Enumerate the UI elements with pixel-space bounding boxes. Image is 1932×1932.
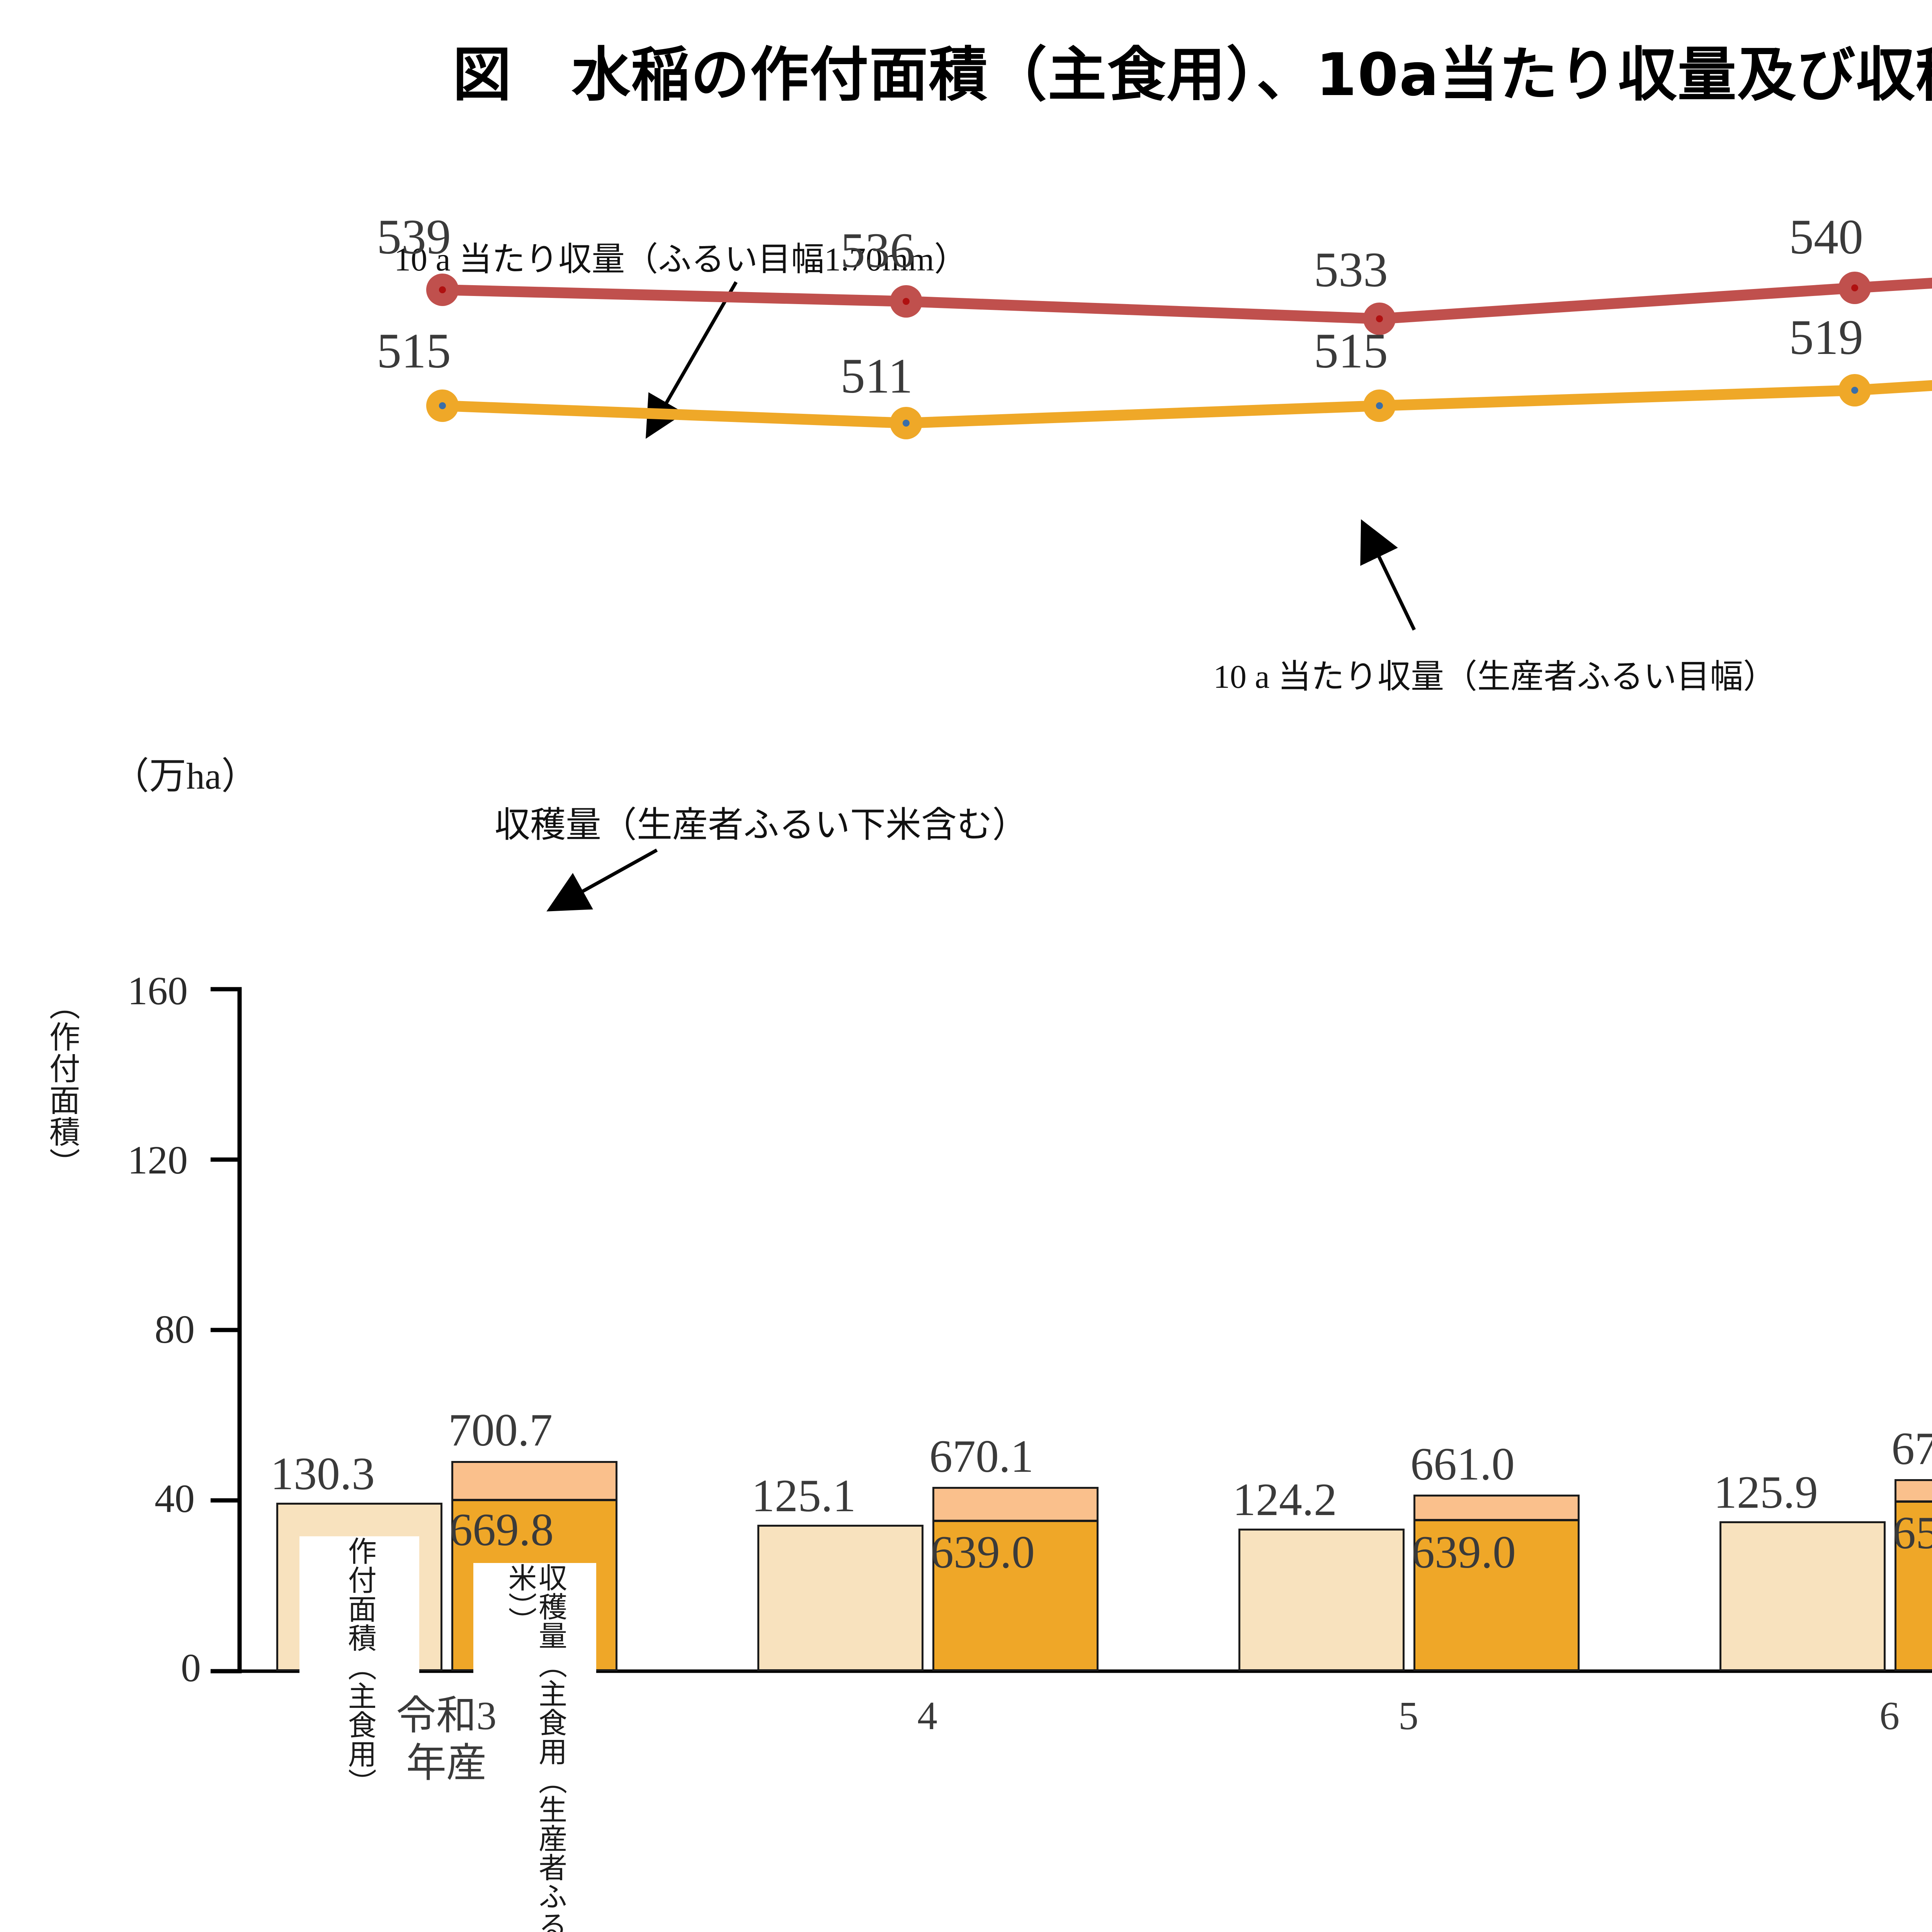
annotation-producer-label: 10 a 当たり収量（生産者ふるい目幅） [1213, 658, 1777, 695]
leader-arrow-total-yield [546, 849, 658, 912]
page-title: 図 水稲の作付面積（主食用）、10a当たり収量及び収穫量の推移（全国） [452, 41, 1932, 109]
point-label-sieve170-3: 533 [1314, 242, 1388, 297]
bar-yield-extra-4[interactable] [1895, 1479, 1932, 1502]
value-label-total-4: 679.2 [1891, 1423, 1932, 1474]
bar-area-4[interactable] [1719, 1521, 1886, 1671]
x-axis-label-3-line1: 5 [1398, 1694, 1418, 1738]
series-markers-core-producer [439, 387, 1858, 427]
series-markers-core-sieve170 [439, 284, 1858, 322]
value-label-area-2: 125.1 [752, 1470, 856, 1521]
bar-left-tick-120: 120 [128, 1138, 188, 1182]
bar-yield-main-4[interactable] [1895, 1501, 1932, 1671]
line-chart-svg [426, 272, 1932, 631]
x-axis-label-2: 4 [811, 1692, 1043, 1740]
bar-chart-panel: （万ha） （万 t ） 収穫量（生産者ふるい下米含む） （作付面積） （収穫量… [0, 746, 1932, 1932]
value-label-main-4: 651.9 [1893, 1507, 1932, 1558]
point-label-producer-1: 515 [377, 323, 451, 378]
x-axis-label-1-line1: 令和3 [396, 1694, 497, 1738]
bar-area-2[interactable] [757, 1525, 923, 1671]
point-label-sieve170-1: 539 [377, 209, 451, 264]
x-axis-label-4-line1: 6 [1879, 1694, 1900, 1738]
leader-arrow-sieve170 [646, 281, 738, 439]
bar-left-tick-160: 160 [128, 969, 188, 1013]
bar-left-tick-0: 0 [181, 1646, 201, 1690]
value-label-total-1: 700.7 [448, 1404, 553, 1456]
bar-left-axis-vlabel: （作付面積） [44, 989, 79, 1179]
point-label-sieve170-2: 536 [840, 223, 915, 278]
leader-arrow-producer [1360, 519, 1416, 631]
value-label-main-1: 669.8 [449, 1504, 554, 1555]
value-label-area-3: 124.2 [1233, 1474, 1337, 1525]
value-label-total-3: 661.0 [1410, 1438, 1515, 1490]
bar-axes-svg [211, 849, 1932, 1673]
bar-yield-extra-3[interactable] [1413, 1495, 1580, 1521]
value-label-main-2: 639.0 [930, 1526, 1035, 1578]
x-axis-label-4: 6 [1774, 1692, 1932, 1740]
bar-yield-extra-2[interactable] [932, 1487, 1099, 1522]
point-label-sieve170-4: 540 [1789, 209, 1863, 264]
x-axis-label-3: 5 [1293, 1692, 1524, 1740]
bar-left-tick-80: 80 [155, 1307, 195, 1352]
point-label-producer-4: 519 [1789, 310, 1863, 365]
value-label-total-2: 670.1 [929, 1430, 1034, 1482]
bar-yield-main-2[interactable] [932, 1520, 1099, 1671]
annotation-total-yield-label: 収穫量（生産者ふるい下米含む） [495, 805, 1028, 845]
value-label-area-1: 130.3 [270, 1448, 375, 1499]
bar-left-axis-unit: （万ha） [112, 755, 259, 797]
bar-yield-main-3[interactable] [1413, 1519, 1580, 1671]
line-right-axis-bracket [0, 185, 1932, 734]
bar-left-tick-40: 40 [155, 1476, 195, 1521]
bar-yield-extra-1[interactable] [451, 1461, 617, 1501]
x-axis-label-2-line1: 4 [917, 1694, 937, 1738]
value-label-main-3: 639.0 [1412, 1526, 1516, 1578]
point-label-producer-2: 511 [840, 349, 913, 403]
value-label-area-4: 125.9 [1714, 1466, 1818, 1518]
annotation-sieve170-label: 10 a 当たり収量（ふるい目幅1.70mm） [394, 241, 968, 278]
bar-area-3[interactable] [1238, 1529, 1405, 1671]
x-axis-label-1: 令和3 年産 [330, 1692, 562, 1787]
point-label-producer-3: 515 [1314, 323, 1388, 378]
x-axis-label-1-line2: 年産 [406, 1741, 486, 1786]
line-chart-panel: 10 a 当たり収量（ふるい目幅1.70mm） 10 a 当たり収量（生産者ふる… [0, 185, 1932, 734]
